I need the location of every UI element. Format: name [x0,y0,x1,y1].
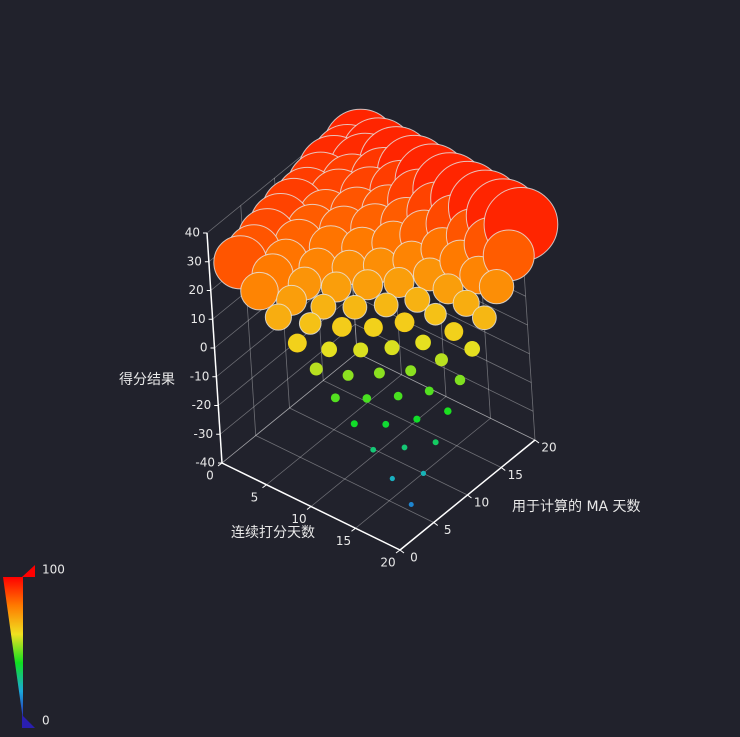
z-tick-label: 0 [200,341,208,355]
point [350,420,358,428]
y-tick-label: 0 [410,551,418,565]
point [444,322,464,341]
point [309,362,323,376]
point [424,302,447,326]
point [342,369,354,381]
point [444,407,452,415]
visual-map-min: 0 [42,714,50,728]
point [413,415,421,423]
point [342,294,368,320]
point [240,271,279,311]
point [405,365,417,377]
grid-line [266,374,402,486]
grid-line [310,396,447,507]
grid-line [221,352,358,464]
point [420,470,427,477]
point [464,341,481,357]
point [434,353,448,367]
z-tick-label: -30 [194,427,214,441]
point [454,374,466,386]
z-tick-label: -20 [192,398,212,412]
point [401,444,408,451]
point [393,391,403,401]
grid-line [255,435,434,523]
y-tick [399,549,405,554]
z-tick-label: -40 [195,456,215,470]
point [415,334,431,351]
point [384,340,400,356]
z-axis-name: 得分结果 [119,371,175,388]
point [330,393,340,403]
point [264,303,292,331]
point [408,501,414,508]
y-tick [534,439,540,444]
visual-map-max: 100 [42,563,65,577]
point [320,271,352,303]
points [213,108,559,508]
y-tick-label: 20 [541,441,556,455]
x-tick-label: 0 [206,469,214,483]
z-tick-label: 40 [185,226,200,240]
visual-map-handle[interactable] [22,565,35,577]
point [424,386,434,396]
point [478,268,515,305]
axes: 0 5 10 15 20 0 5 10 15 20 -40 -30 -20 -10 0 10 20 30 40 [185,226,557,570]
grid-line [354,323,534,412]
x-tick [306,506,312,510]
grid-line [356,352,536,441]
point [363,318,383,337]
point [310,293,337,320]
point [332,316,352,337]
x-tick-label: 15 [336,534,351,548]
grid-line [356,352,536,441]
y-tick-label: 15 [508,468,523,482]
point [298,312,322,335]
point [373,367,385,379]
x-axis-name: 连续打分天数 [231,524,315,541]
z-tick-label: 30 [187,254,202,268]
x-tick [351,527,356,532]
point [394,312,415,333]
y-tick-label: 10 [474,496,489,510]
point [471,305,497,331]
y-tick [467,494,472,499]
point [321,341,338,358]
point [353,342,369,358]
grid-line [289,407,468,496]
point [404,286,431,313]
grid-line [323,380,502,468]
point [370,446,377,453]
point [373,292,399,318]
y-axis-name: 用于计算的 MA 天数 [512,499,641,515]
y-tick [433,522,439,526]
x-tick-label: 10 [291,512,306,526]
point [389,475,395,482]
point [352,269,384,301]
y-tick [500,467,506,471]
x-tick-label: 20 [380,556,395,570]
visual-map: 100 0 [3,563,65,728]
grid-line [221,352,358,464]
visual-map-bar [3,577,23,720]
point [383,266,415,298]
point [382,420,390,428]
point [362,394,372,403]
y-tick-label: 5 [444,523,452,537]
x-tick-label: 5 [251,490,259,504]
z-tick-label: -10 [190,369,210,383]
point [432,439,439,446]
z-tick-label: 10 [190,312,205,326]
grid-line [219,323,356,435]
point [452,289,480,317]
visual-map-handle[interactable] [22,715,35,728]
x-tick [262,484,267,489]
x-tick [395,549,401,554]
point [287,333,307,353]
z-tick-label: 20 [188,283,203,297]
